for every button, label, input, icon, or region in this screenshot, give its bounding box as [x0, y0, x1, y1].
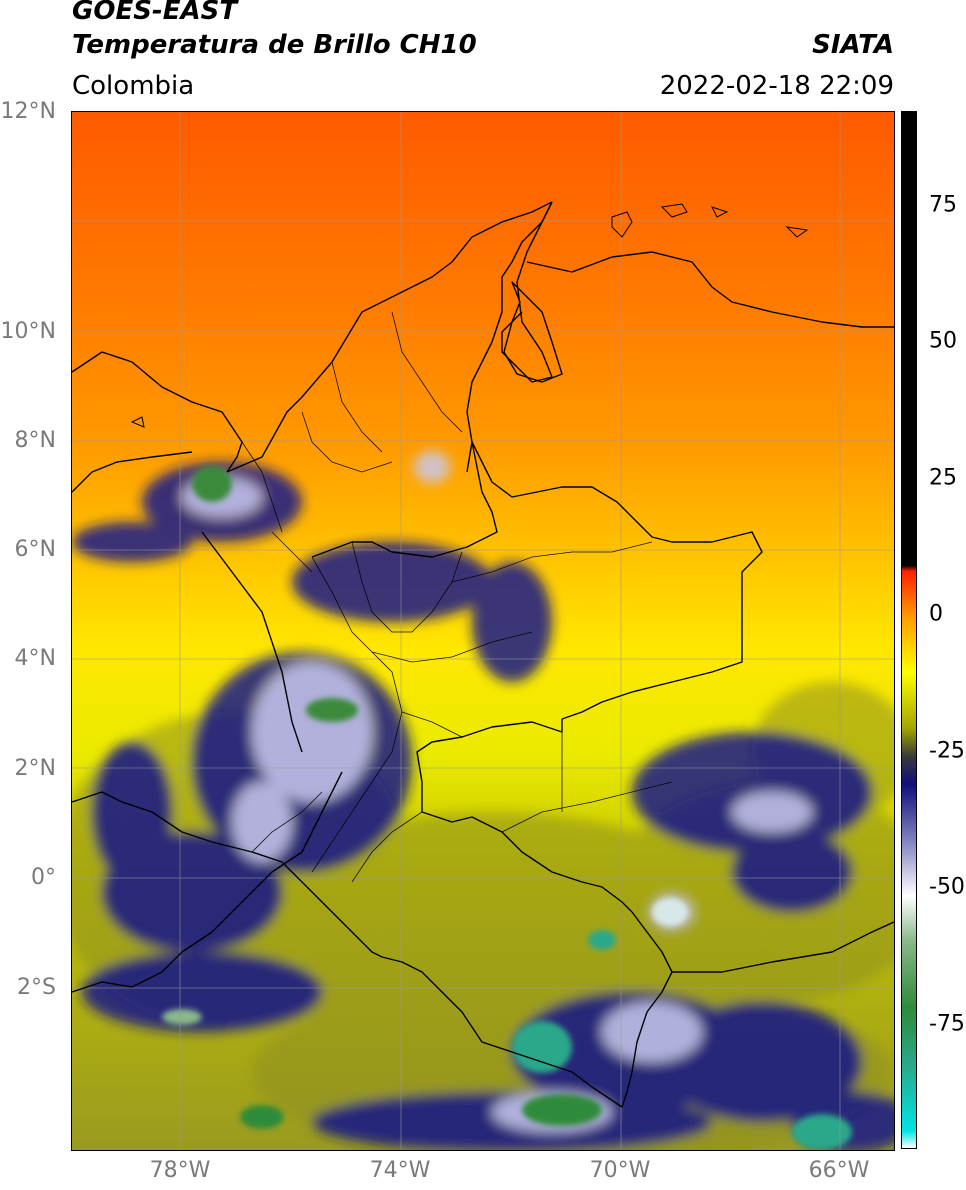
lat-tick-label: 12°N: [0, 99, 56, 124]
graticule: [72, 112, 894, 1150]
lon-tick-label: 78°W: [149, 1158, 211, 1183]
colorbar-tick-label: -75: [929, 1011, 965, 1037]
lat-tick-label: 6°N: [14, 537, 56, 562]
colorbar-tick-label: 25: [929, 465, 957, 491]
lon-tick-label: 74°W: [369, 1158, 431, 1183]
lat-tick-label: 2°S: [17, 975, 56, 1000]
colorbar-tick-label: 0: [929, 601, 943, 627]
islands: [130, 203, 809, 428]
borders: [72, 201, 894, 1108]
lat-tick-label: 2°N: [14, 756, 56, 781]
internal-borders: [241, 311, 673, 883]
lon-tick-label: 70°W: [589, 1158, 651, 1183]
title-satellite: GOES-EAST: [72, 0, 238, 26]
satellite-map: [72, 112, 894, 1150]
lat-tick-label: 10°N: [0, 319, 56, 344]
organization-label: SIATA: [812, 30, 894, 60]
timestamp-label: 2022-02-18 22:09: [659, 71, 894, 101]
lat-tick-label: 0°: [31, 865, 56, 890]
lat-tick-label: 8°N: [14, 428, 56, 453]
colorbar-tick-label: -25: [929, 738, 965, 764]
title-product: Temperatura de Brillo CH10: [72, 30, 477, 60]
cloud-field: [72, 451, 894, 1150]
colorbar-tick-label: -50: [929, 874, 965, 900]
cold-cores: [162, 466, 852, 1150]
map-panel[interactable]: [71, 111, 895, 1151]
lon-tick-label: 66°W: [808, 1158, 870, 1183]
region-label: Colombia: [72, 71, 195, 101]
lat-tick-label: 4°N: [14, 646, 56, 671]
colorbar: [901, 111, 917, 1149]
colorbar-tick-label: 50: [929, 328, 957, 354]
colorbar-tick-label: 75: [929, 192, 957, 218]
